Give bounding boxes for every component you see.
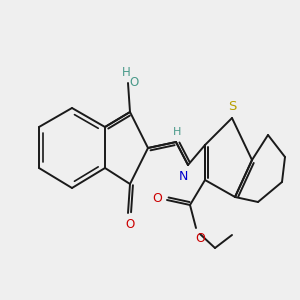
Text: H: H — [122, 65, 130, 79]
Text: O: O — [125, 218, 135, 232]
Text: O: O — [195, 232, 205, 244]
Text: O: O — [152, 191, 162, 205]
Text: H: H — [173, 127, 181, 137]
Text: N: N — [178, 169, 188, 182]
Text: O: O — [129, 76, 139, 88]
Text: S: S — [228, 100, 236, 113]
